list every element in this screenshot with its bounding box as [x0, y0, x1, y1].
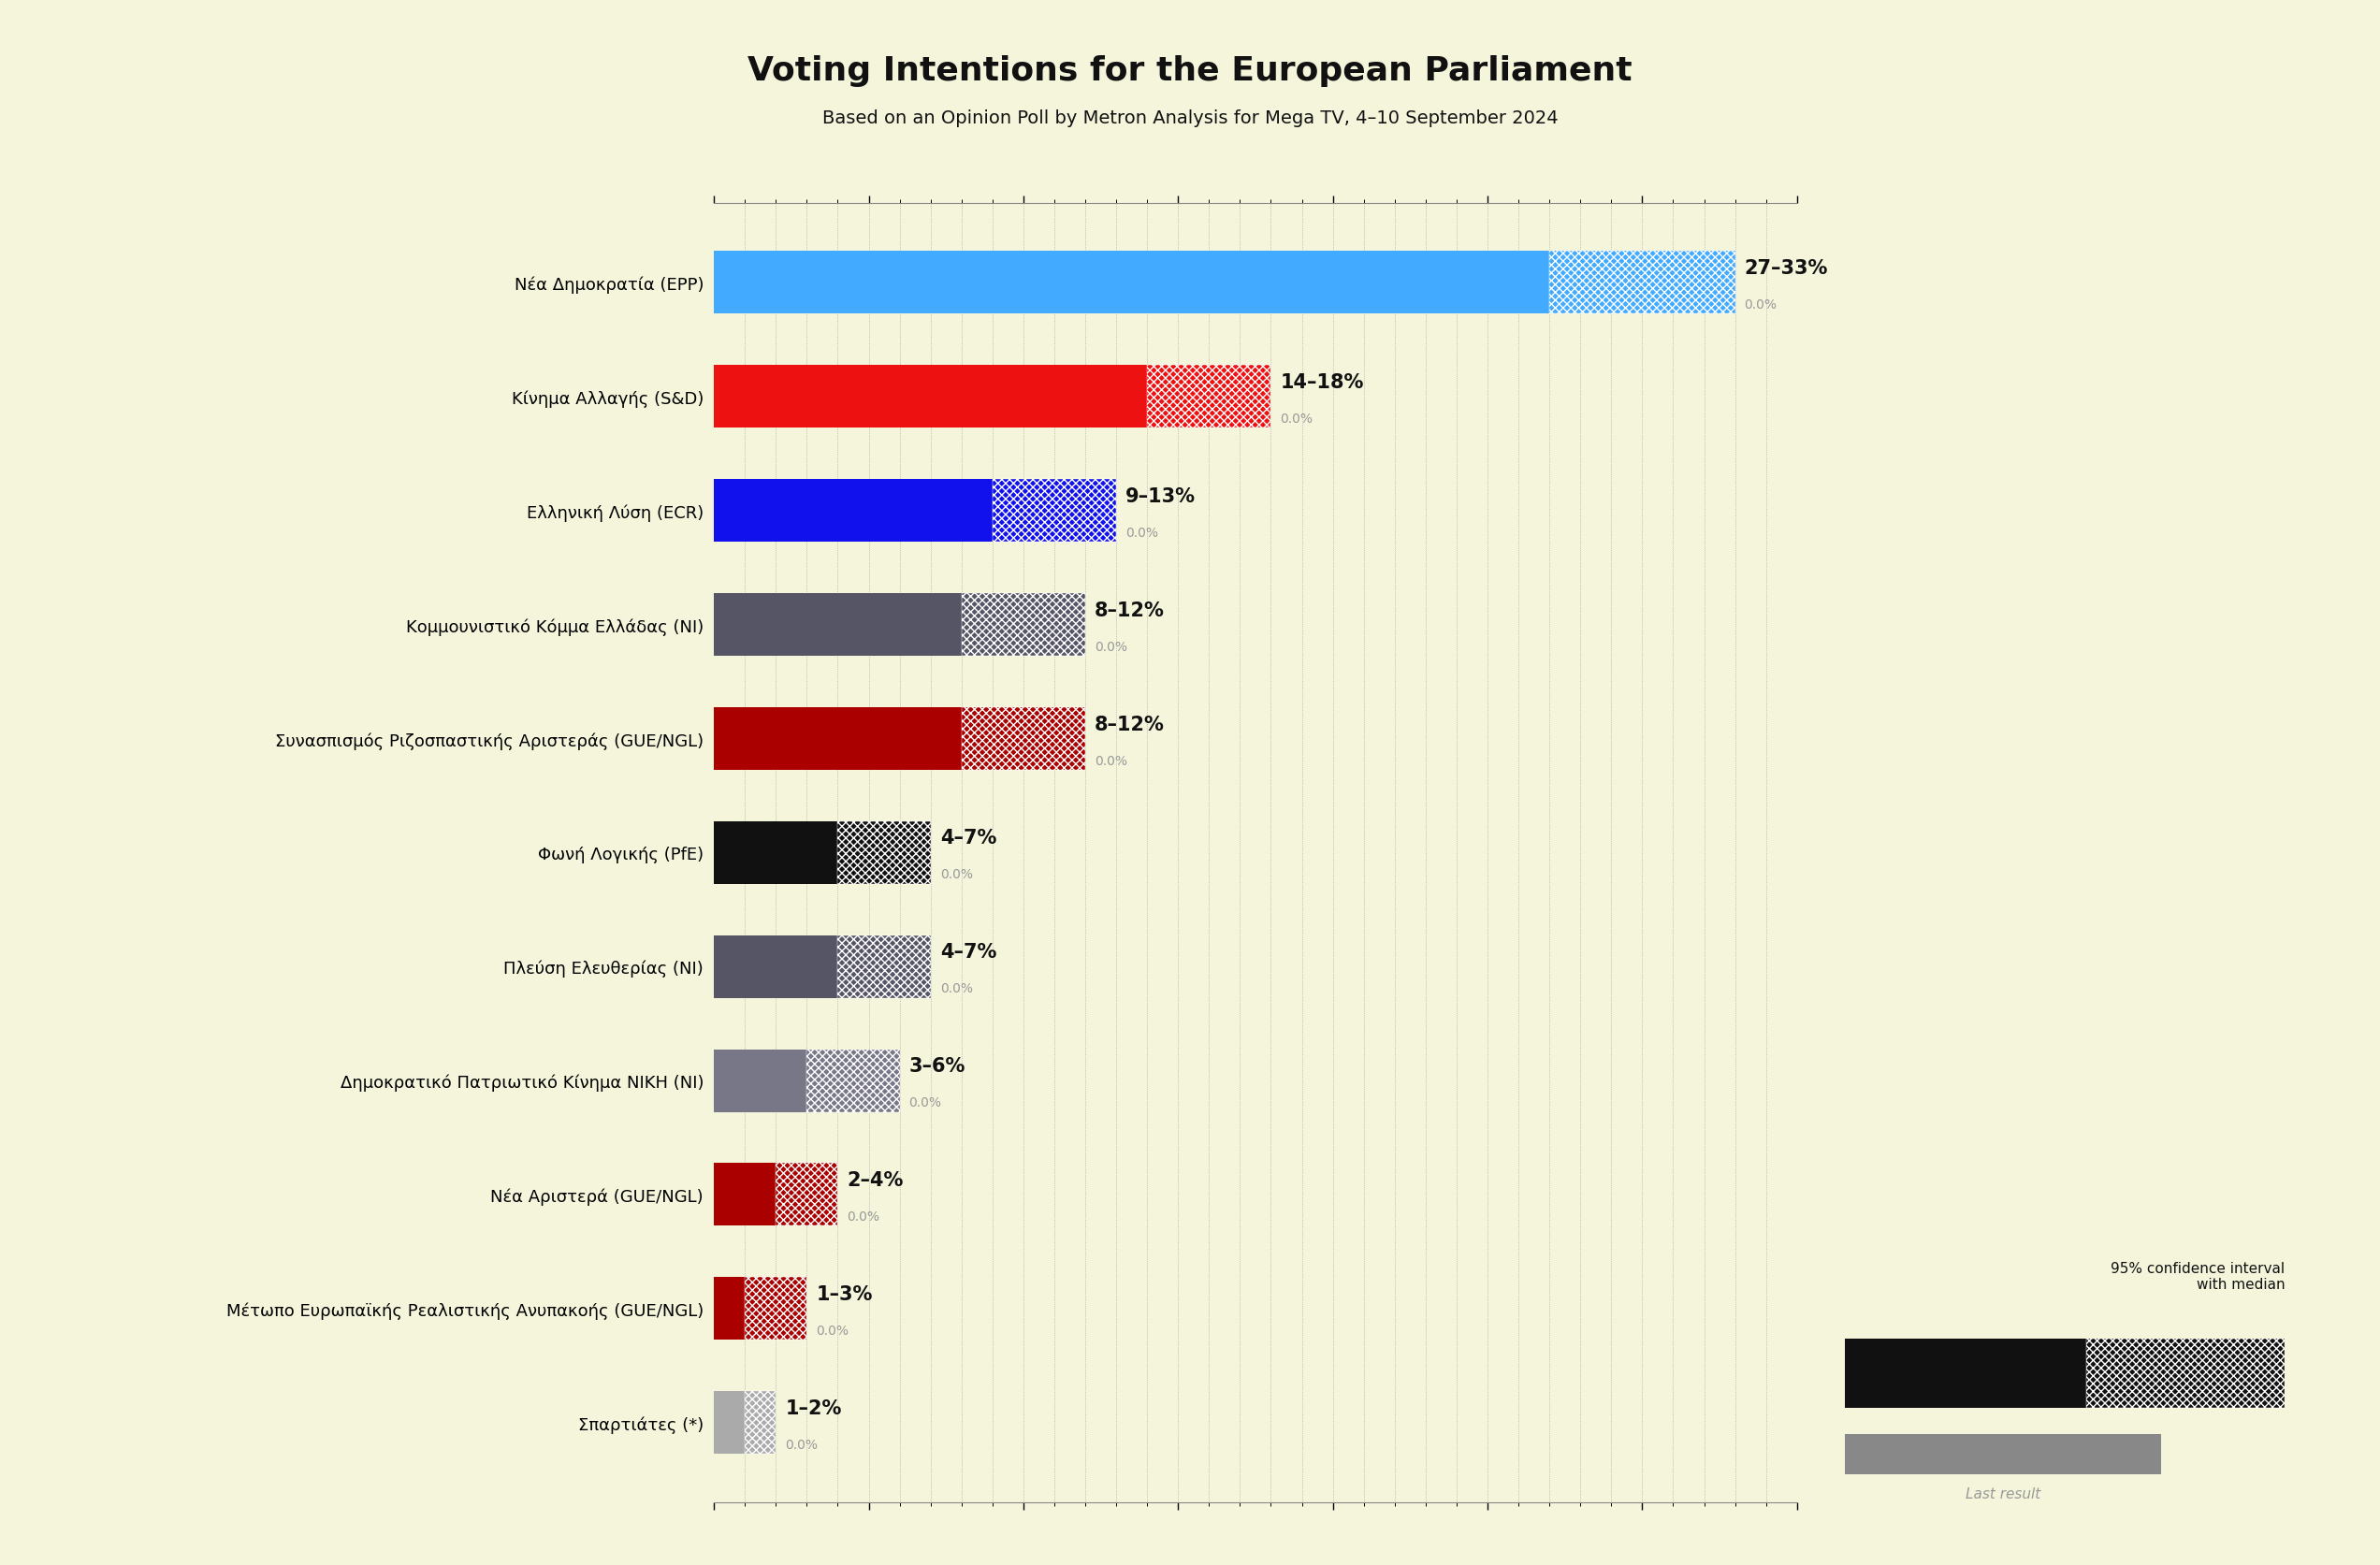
- Text: 0.0%: 0.0%: [909, 1095, 942, 1110]
- Text: 0.0%: 0.0%: [940, 869, 973, 881]
- Text: 14–18%: 14–18%: [1280, 372, 1364, 391]
- Bar: [714, 936, 838, 998]
- Text: 0.0%: 0.0%: [1280, 412, 1314, 426]
- Bar: [745, 1277, 807, 1340]
- Bar: [714, 480, 992, 543]
- Bar: [714, 252, 1549, 315]
- Text: Last result: Last result: [1966, 1487, 2040, 1501]
- Text: 4–7%: 4–7%: [940, 942, 997, 961]
- Text: 0.0%: 0.0%: [1095, 640, 1128, 653]
- Bar: [1147, 366, 1271, 429]
- Text: 3–6%: 3–6%: [909, 1056, 966, 1075]
- Bar: [962, 593, 1085, 656]
- Bar: [1844, 1340, 2087, 1408]
- Text: 0.0%: 0.0%: [1126, 526, 1159, 540]
- Text: Voting Intentions for the European Parliament: Voting Intentions for the European Parli…: [747, 55, 1633, 86]
- Bar: [714, 366, 1147, 429]
- Text: 8–12%: 8–12%: [1095, 601, 1164, 620]
- Text: 95% confidence interval
with median: 95% confidence interval with median: [2111, 1261, 2285, 1291]
- Bar: [776, 1163, 838, 1225]
- Text: 0.0%: 0.0%: [816, 1324, 850, 1337]
- Bar: [714, 1277, 745, 1340]
- Text: 8–12%: 8–12%: [1095, 715, 1164, 734]
- Bar: [962, 707, 1085, 770]
- Bar: [838, 936, 931, 998]
- Bar: [838, 822, 931, 884]
- Bar: [714, 1163, 776, 1225]
- Text: 0.0%: 0.0%: [847, 1210, 881, 1222]
- Text: 27–33%: 27–33%: [1745, 260, 1828, 277]
- Bar: [807, 1050, 900, 1113]
- Bar: [2087, 1340, 2285, 1408]
- Bar: [992, 480, 1116, 543]
- Bar: [1549, 252, 1735, 315]
- Bar: [714, 707, 962, 770]
- Bar: [714, 1391, 745, 1454]
- Bar: [745, 1391, 776, 1454]
- Bar: [714, 593, 962, 656]
- Bar: [1844, 1434, 2161, 1474]
- Text: Based on an Opinion Poll by Metron Analysis for Mega TV, 4–10 September 2024: Based on an Opinion Poll by Metron Analy…: [821, 110, 1559, 127]
- Text: 0.0%: 0.0%: [940, 981, 973, 995]
- Text: 1–2%: 1–2%: [785, 1399, 843, 1418]
- Text: 9–13%: 9–13%: [1126, 487, 1195, 505]
- Text: 4–7%: 4–7%: [940, 829, 997, 848]
- Text: 0.0%: 0.0%: [1095, 754, 1128, 767]
- Text: 0.0%: 0.0%: [785, 1438, 819, 1451]
- Text: 1–3%: 1–3%: [816, 1285, 873, 1304]
- Bar: [714, 1050, 807, 1113]
- Bar: [714, 822, 838, 884]
- Text: 0.0%: 0.0%: [1745, 299, 1778, 311]
- Text: 2–4%: 2–4%: [847, 1171, 904, 1189]
